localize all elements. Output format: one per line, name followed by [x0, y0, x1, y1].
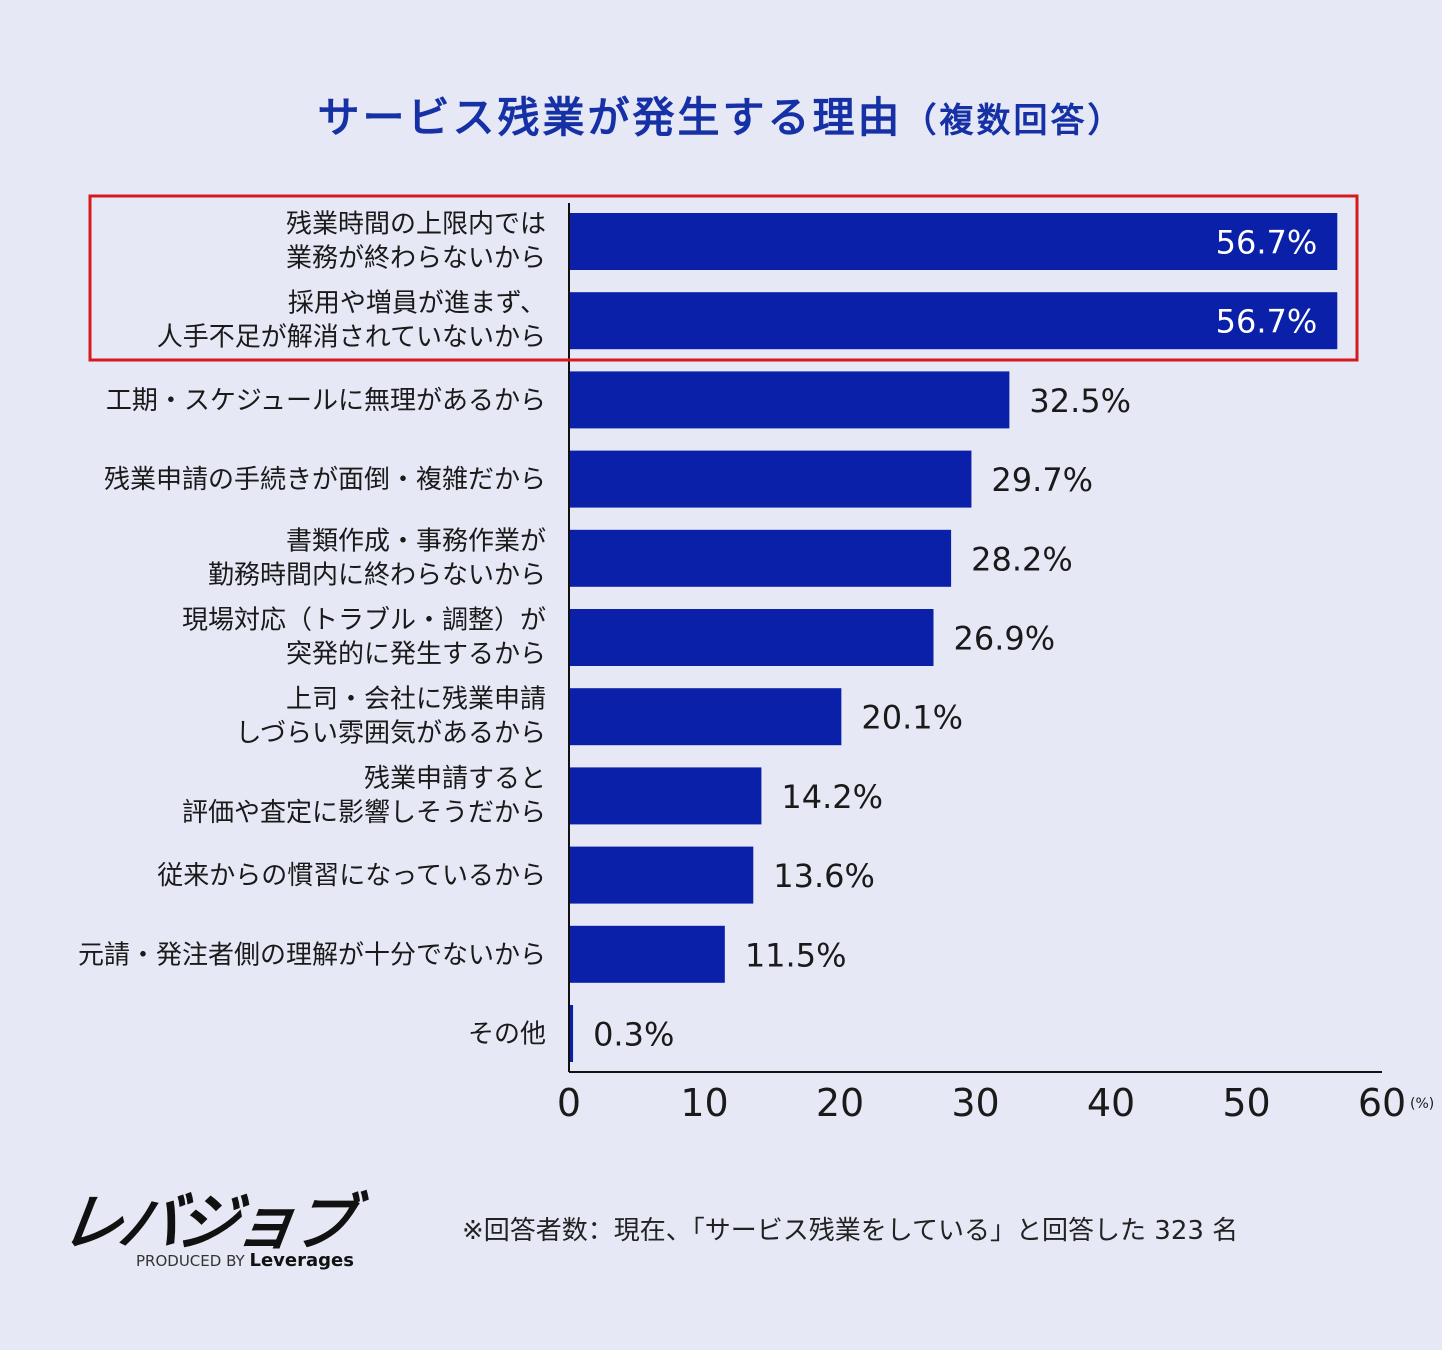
bar [569, 450, 972, 508]
bar [569, 371, 1010, 429]
chart-title: サービス残業が発生する理由（複数回答） [0, 84, 1442, 145]
category-label: 従来からの慣習になっているから [157, 861, 546, 891]
highlight-box [88, 194, 1359, 362]
title-sub: （複数回答） [902, 101, 1125, 141]
category-label: 勤務時間内に終わらないから [208, 560, 546, 590]
data-label: 13.6% [773, 857, 875, 895]
x-tick-label: 50 [1222, 1081, 1270, 1125]
data-label: 29.7% [991, 461, 1093, 499]
data-label: 32.5% [1029, 382, 1131, 420]
bar [569, 925, 725, 983]
category-label: 業務が終わらないから [286, 244, 546, 274]
category-label: その他 [468, 1020, 546, 1050]
data-label: 26.9% [953, 620, 1055, 658]
category-label: 評価や査定に影響しそうだから [182, 798, 546, 828]
x-unit-label: (%) [1410, 1096, 1434, 1112]
x-tick-label: 60 [1358, 1081, 1406, 1125]
bar [569, 688, 842, 746]
x-tick-label: 10 [680, 1081, 728, 1125]
data-label: 56.7% [1216, 303, 1318, 341]
category-label: 工期・スケジュールに無理があるから [106, 386, 546, 416]
produced-by: PRODUCED BY Leverages [136, 1250, 354, 1271]
brand-name: Leverages [249, 1250, 354, 1271]
data-label: 56.7% [1216, 224, 1318, 262]
data-label: 0.3% [593, 1016, 674, 1054]
category-label: 残業申請の手続きが面倒・複雑だから [104, 465, 546, 495]
data-label: 28.2% [971, 540, 1073, 578]
data-label: 20.1% [861, 699, 963, 737]
bar [569, 213, 1338, 270]
title-main: サービス残業が発生する理由 [317, 93, 903, 142]
logo: レバジョブ [56, 1186, 357, 1259]
category-label: 人手不足が解消されていないから [157, 323, 546, 353]
category-label: しづらい雰囲気があるから [236, 719, 546, 749]
category-label: 現場対応（トラブル・調整）が [182, 606, 546, 636]
category-label: 残業時間の上限内では [286, 210, 546, 240]
category-label: 突発的に発生するから [286, 640, 546, 670]
x-tick-label: 40 [1087, 1081, 1135, 1125]
category-label: 元請・発注者側の理解が十分でないから [78, 940, 546, 970]
bar [569, 292, 1338, 350]
respondent-note: ※回答者数：現在、「サービス残業をしている」と回答した 323 名 [462, 1216, 1239, 1246]
x-tick-label: 30 [951, 1081, 999, 1125]
bar [569, 609, 934, 666]
bar [569, 767, 762, 825]
produced-by-text: PRODUCED BY [136, 1252, 245, 1270]
category-label: 上司・会社に残業申請 [286, 685, 546, 715]
x-tick-label: 20 [816, 1081, 864, 1125]
bar [569, 846, 754, 904]
data-label: 11.5% [745, 936, 847, 974]
category-label: 残業申請すると [364, 764, 546, 794]
data-label: 14.2% [781, 778, 883, 816]
bar [569, 529, 952, 587]
category-label: 書類作成・事務作業が [286, 526, 546, 556]
bar [569, 1005, 574, 1062]
category-label: 採用や増員が進まず、 [288, 289, 546, 319]
x-tick-label: 0 [557, 1081, 581, 1125]
